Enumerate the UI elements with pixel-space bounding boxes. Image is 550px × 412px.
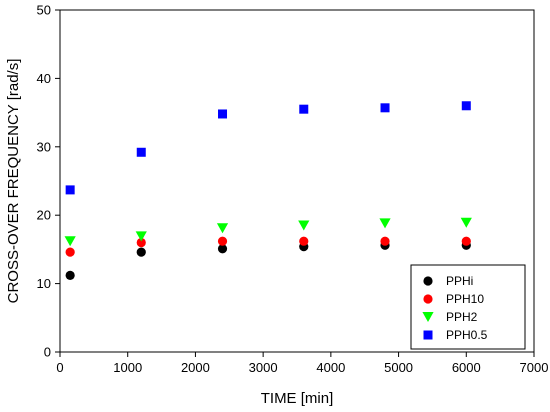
x-tick-label: 4000 xyxy=(316,360,345,375)
data-point-pph10 xyxy=(136,237,146,248)
series-pph10 xyxy=(65,236,471,257)
legend-marker-pph0-5 xyxy=(423,330,433,340)
data-point-pph0-5 xyxy=(380,103,390,113)
series-pphi xyxy=(65,240,471,280)
plot-frame xyxy=(59,9,535,353)
legend: PPHi PPH10 PPH2 PPH0.5 xyxy=(410,264,526,350)
x-tick-label: 2000 xyxy=(181,360,210,375)
data-point-pph2 xyxy=(135,231,147,242)
data-point-pph2 xyxy=(298,220,310,231)
legend-marker-pph2 xyxy=(422,312,434,322)
data-point-pphi xyxy=(65,270,75,280)
legend-label-pph2: PPH2 xyxy=(446,310,478,324)
x-tick-label: 7000 xyxy=(520,360,549,375)
data-point-pph0-5 xyxy=(299,104,309,114)
x-tick-label: 1000 xyxy=(113,360,142,375)
x-axis-ticks: 0 1000 2000 3000 4000 5000 6000 7000 xyxy=(56,352,548,375)
x-axis-title: TIME [min] xyxy=(261,390,334,407)
data-point-pph0-5 xyxy=(218,109,228,119)
y-axis-title: CROSS-OVER FREQUENCY [rad/s] xyxy=(5,59,22,304)
data-point-pph0-5 xyxy=(461,101,471,111)
y-tick-label: 40 xyxy=(37,71,51,86)
series-pph2 xyxy=(64,217,472,247)
data-point-pphi xyxy=(136,247,146,257)
data-point-pph2 xyxy=(460,217,472,228)
x-tick-label: 0 xyxy=(56,360,63,375)
x-tick-label: 6000 xyxy=(452,360,481,375)
data-point-pph2 xyxy=(64,236,76,247)
y-tick-label: 30 xyxy=(37,139,51,154)
x-tick-label: 5000 xyxy=(384,360,413,375)
data-points xyxy=(64,101,472,280)
data-point-pph10 xyxy=(299,236,309,246)
data-point-pph0-5 xyxy=(65,185,75,195)
data-point-pphi xyxy=(217,244,228,254)
legend-marker-pph10 xyxy=(423,294,433,304)
data-point-pph0-5 xyxy=(136,147,146,157)
y-tick-label: 20 xyxy=(37,208,51,223)
legend-label-pph0-5: PPH0.5 xyxy=(446,328,488,342)
y-axis-ticks: 0 10 20 30 40 50 xyxy=(37,3,60,360)
y-tick-label: 0 xyxy=(44,345,51,360)
data-point-pph10 xyxy=(65,247,75,257)
y-tick-label: 50 xyxy=(37,3,51,18)
data-point-pph2 xyxy=(216,223,229,234)
legend-label-pph10: PPH10 xyxy=(446,292,484,306)
x-tick-label: 3000 xyxy=(249,360,278,375)
data-point-pph10 xyxy=(461,236,471,246)
legend-label-pphi: PPHi xyxy=(446,274,473,288)
y-tick-label: 10 xyxy=(37,276,51,291)
data-point-pph10 xyxy=(217,236,228,246)
data-point-pph2 xyxy=(379,218,391,229)
series-pph0-5 xyxy=(65,101,471,195)
data-point-pph10 xyxy=(380,236,390,246)
legend-marker-pphi xyxy=(423,276,433,286)
